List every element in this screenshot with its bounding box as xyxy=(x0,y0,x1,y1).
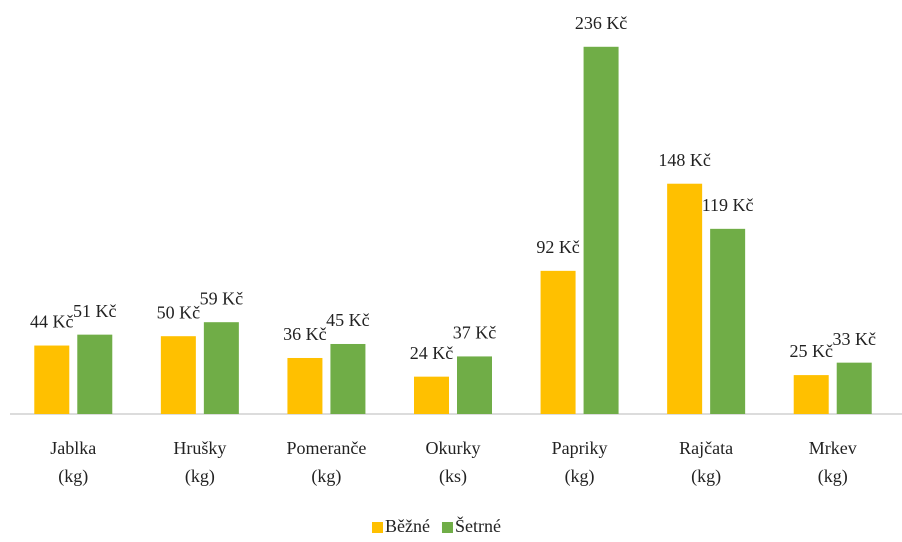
x-tick-label-line: Jablka xyxy=(50,438,96,458)
data-label: 37 Kč xyxy=(453,323,497,343)
data-label: 33 Kč xyxy=(832,329,876,349)
x-tick-label-line: Rajčata xyxy=(679,438,733,458)
x-tick-label-line: (kg) xyxy=(58,466,88,487)
x-tick-label: Hrušky (kg) xyxy=(173,438,226,487)
bar xyxy=(77,334,113,414)
bar xyxy=(414,376,449,414)
x-tick-label-line: (kg) xyxy=(311,466,341,487)
bar xyxy=(160,336,196,414)
legend-swatch xyxy=(372,522,383,533)
x-tick-label-line: (kg) xyxy=(818,466,848,487)
x-tick-label: Okurky (ks) xyxy=(426,438,481,487)
bar xyxy=(583,46,619,415)
bar xyxy=(540,270,576,414)
data-label: 25 Kč xyxy=(789,341,833,361)
x-tick-label: Mrkev (kg) xyxy=(809,438,857,487)
x-tick-label-line: Pomeranče xyxy=(286,438,366,458)
bar xyxy=(287,357,323,414)
data-label: 44 Kč xyxy=(30,312,74,332)
x-tick-label-line: (kg) xyxy=(691,466,721,487)
bar xyxy=(203,322,239,414)
x-tick-label: Pomeranče (kg) xyxy=(286,438,366,487)
bar xyxy=(836,362,872,414)
x-tick-label-line: Mrkev xyxy=(809,438,857,458)
data-label: 59 Kč xyxy=(200,288,244,308)
x-tick-label: Rajčata (kg) xyxy=(679,438,733,487)
bar xyxy=(667,183,703,414)
data-label: 92 Kč xyxy=(536,237,580,257)
data-label: 148 Kč xyxy=(658,150,711,170)
x-tick-label-line: Okurky xyxy=(426,438,481,458)
bar xyxy=(457,356,492,414)
legend-label: Běžné xyxy=(385,516,430,536)
data-label: 24 Kč xyxy=(410,343,454,363)
data-label: 51 Kč xyxy=(73,301,117,321)
data-label: 236 Kč xyxy=(575,13,628,33)
x-tick-label-line: (kg) xyxy=(185,466,215,487)
bar xyxy=(34,345,70,414)
x-tick-label-line: Papriky xyxy=(552,438,608,458)
data-label: 36 Kč xyxy=(283,324,327,344)
data-label: 45 Kč xyxy=(326,310,370,330)
data-label: 119 Kč xyxy=(702,195,754,215)
legend-swatch xyxy=(441,522,453,533)
legend-label: Šetrné xyxy=(455,515,501,536)
x-tick-label: Papriky (kg) xyxy=(552,438,608,487)
bar xyxy=(330,343,366,414)
x-tick-label: Jablka (kg) xyxy=(50,438,96,487)
x-tick-label-line: Hrušky xyxy=(173,438,226,458)
bar xyxy=(793,375,829,414)
data-label: 50 Kč xyxy=(157,302,201,322)
x-tick-label-line: (ks) xyxy=(439,466,467,487)
bar xyxy=(710,228,746,414)
x-tick-label-line: (kg) xyxy=(565,466,595,487)
